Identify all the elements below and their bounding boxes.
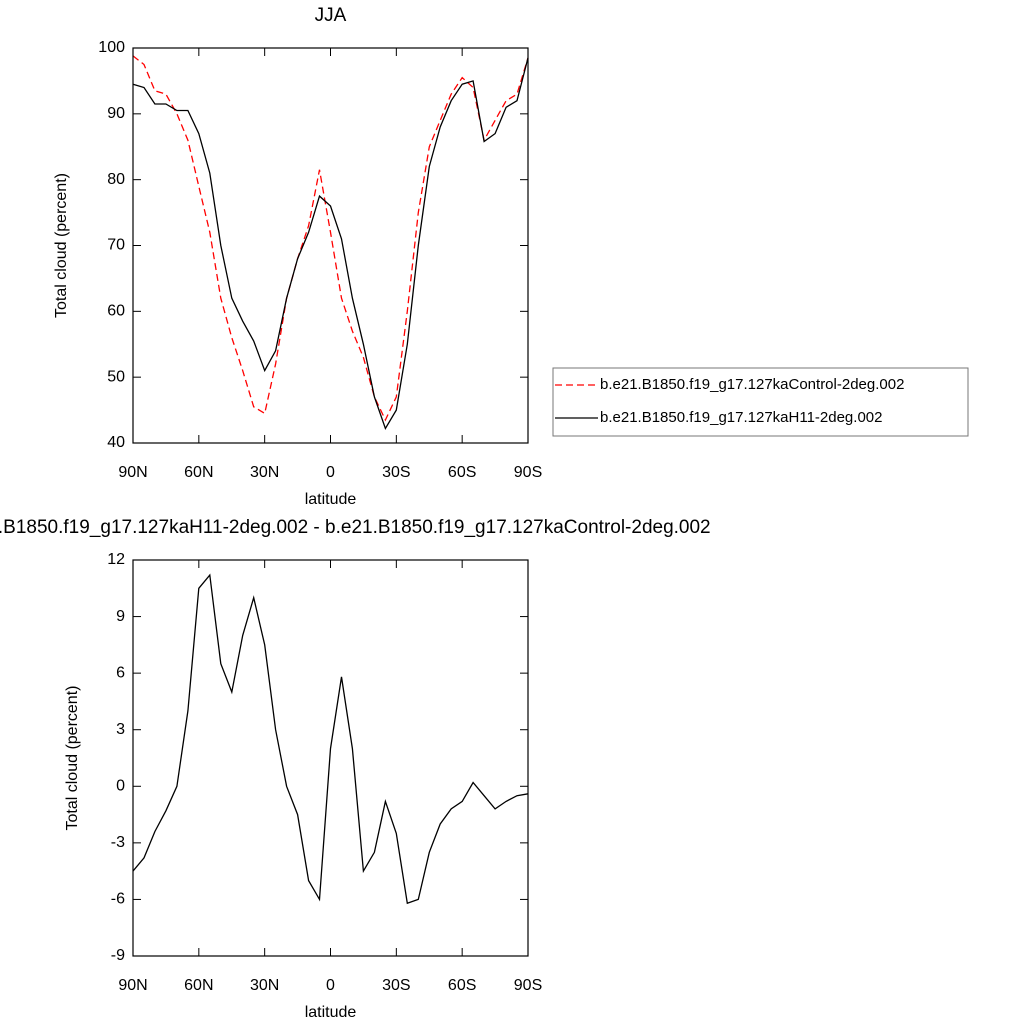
data-line (132, 55, 529, 422)
y-tick-label: 6 (116, 664, 125, 681)
x-tick-label: 30S (382, 464, 410, 481)
x-tick-label: 90N (118, 977, 147, 994)
y-tick-label: 0 (116, 778, 125, 795)
plot-frame (132, 559, 529, 957)
y-tick-label: 12 (107, 551, 125, 568)
y-tick-label: 3 (116, 721, 125, 738)
legend-label: b.e21.B1850.f19_g17.127kaControl-2deg.00… (600, 376, 904, 393)
data-line (132, 573, 529, 905)
y-tick-label: 100 (98, 39, 125, 56)
x-tick-label: 60S (448, 977, 476, 994)
data-line (132, 57, 529, 431)
y-axis-label: Total cloud (percent) (53, 173, 70, 318)
x-tick-label: 90S (514, 977, 542, 994)
x-axis-label: latitude (305, 1004, 357, 1021)
chart-title: b.e21.B1850.f19_g17.127kaH11-2deg.002 - … (0, 517, 711, 538)
legend-frame (552, 367, 969, 437)
x-tick-label: 60N (184, 464, 213, 481)
legend-label: b.e21.B1850.f19_g17.127kaH11-2deg.002 (600, 409, 882, 426)
x-axis-label: latitude (305, 491, 357, 508)
x-tick-label: 90S (514, 464, 542, 481)
y-tick-label: 40 (107, 434, 125, 451)
legend: b.e21.B1850.f19_g17.127kaControl-2deg.00… (552, 367, 969, 437)
chart-title: JJA (315, 5, 347, 26)
x-tick-label: 0 (326, 464, 335, 481)
y-tick-label: 9 (116, 608, 125, 625)
x-tick-label: 90N (118, 464, 147, 481)
y-axis-label: Total cloud (percent) (64, 686, 81, 831)
y-tick-label: 50 (107, 368, 125, 385)
x-tick-label: 30N (250, 464, 279, 481)
x-tick-label: 60S (448, 464, 476, 481)
x-tick-label: 30N (250, 977, 279, 994)
x-tick-label: 0 (326, 977, 335, 994)
y-tick-label: 80 (107, 171, 125, 188)
y-tick-label: 70 (107, 237, 125, 254)
y-tick-label: 90 (107, 105, 125, 122)
y-tick-label: -9 (111, 947, 125, 964)
plot-frame (132, 47, 529, 444)
x-tick-label: 30S (382, 977, 410, 994)
y-tick-label: -3 (111, 834, 125, 851)
y-tick-label: 60 (107, 303, 125, 320)
y-tick-label: -6 (111, 891, 125, 908)
x-tick-label: 60N (184, 977, 213, 994)
